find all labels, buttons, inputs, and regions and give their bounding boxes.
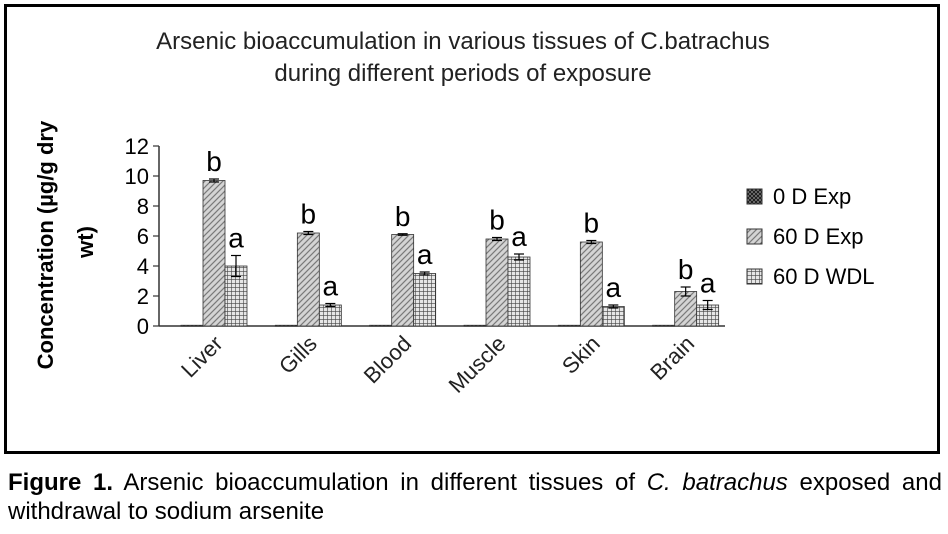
significance-label-muscle-60-d-exp: b (489, 205, 505, 236)
legend-label-60-d-exp: 60 D Exp (773, 224, 864, 249)
bar-skin-60-d-exp (579, 241, 603, 327)
caption-species: C. batrachus (646, 469, 788, 496)
bar-gills-60-d-exp (296, 232, 320, 327)
y-tick-label-2: 2 (137, 284, 149, 309)
category-label-skin: Skin (557, 331, 605, 379)
y-tick-label-10: 10 (125, 164, 149, 189)
bar-gills-60-d-wdl (318, 304, 342, 327)
category-label-blood: Blood (359, 331, 416, 388)
significance-label-liver-60-d-wdl: a (228, 223, 244, 254)
bar-muscle-60-d-wdl (507, 256, 531, 327)
legend-label-0-d-exp: 0 D Exp (773, 184, 851, 209)
chart-subtitle: during different periods of exposure (274, 60, 651, 87)
significance-label-gills-60-d-exp: b (301, 199, 317, 230)
significance-label-skin-60-d-wdl: a (606, 272, 622, 303)
legend-swatch-60-d-exp (746, 228, 763, 245)
bar-skin-60-d-wdl (601, 306, 625, 327)
caption-label: Figure 1. (8, 469, 114, 496)
bar-muscle-0-d-exp (463, 324, 487, 327)
bar-blood-0-d-exp (369, 324, 393, 327)
y-tick-label-4: 4 (137, 254, 149, 279)
legend-label-60-d-wdl: 60 D WDL (773, 264, 874, 289)
bar-liver-60-d-exp (202, 180, 226, 327)
legend-swatch-0-d-exp (746, 188, 763, 205)
y-axis-label: Concentration (µg/g dry wt) (33, 115, 98, 370)
category-label-gills: Gills (274, 331, 322, 379)
bar-skin-0-d-exp (557, 324, 581, 327)
category-label-muscle: Muscle (444, 331, 511, 398)
category-labels: Liver Gills Blood Muscle Skin Brain (176, 331, 699, 398)
caption-text-after: exposed and withdrawal to sodium arsenit… (8, 469, 942, 525)
figure-frame: Arsenic bioaccumulation in various tissu… (4, 4, 940, 454)
significance-label-blood-60-d-exp: b (395, 201, 411, 232)
y-axis-label-line-2: wt) (73, 226, 98, 259)
significance-label-brain-60-d-exp: b (678, 254, 694, 285)
bar-muscle-60-d-exp (485, 238, 509, 327)
y-tick-label-12: 12 (125, 134, 149, 159)
y-ticks: 0 2 4 6 8 10 12 (125, 134, 159, 339)
y-tick-label-8: 8 (137, 194, 149, 219)
significance-label-liver-60-d-exp: b (206, 146, 222, 177)
bar-liver-0-d-exp (180, 324, 204, 327)
significance-label-gills-60-d-wdl: a (323, 271, 339, 302)
significance-label-skin-60-d-exp: b (584, 208, 600, 239)
significance-label-blood-60-d-wdl: a (417, 239, 433, 270)
bar-brain-0-d-exp (652, 324, 676, 327)
bar-brain-60-d-exp (674, 291, 698, 327)
bar-chart: Arsenic bioaccumulation in various tissu… (33, 28, 874, 398)
legend: 0 D Exp 60 D Exp 60 D WDL (746, 184, 874, 289)
category-label-brain: Brain (645, 331, 699, 385)
y-tick-label-6: 6 (137, 224, 149, 249)
significance-label-muscle-60-d-wdl: a (511, 221, 527, 252)
chart-title: Arsenic bioaccumulation in various tissu… (156, 28, 770, 55)
y-tick-label-0: 0 (137, 314, 149, 339)
bar-blood-60-d-wdl (413, 273, 437, 327)
significance-label-brain-60-d-wdl: a (700, 268, 716, 299)
bar-gills-0-d-exp (274, 324, 298, 327)
legend-swatch-60-d-wdl (746, 268, 763, 285)
category-label-liver: Liver (176, 331, 227, 382)
caption-text-before: Arsenic bioaccumulation in different tis… (113, 469, 647, 496)
bar-blood-60-d-exp (391, 234, 415, 327)
figure-caption: Figure 1. Arsenic bioaccumulation in dif… (8, 468, 942, 526)
y-axis-label-line-1: Concentration (µg/g dry (33, 120, 58, 369)
